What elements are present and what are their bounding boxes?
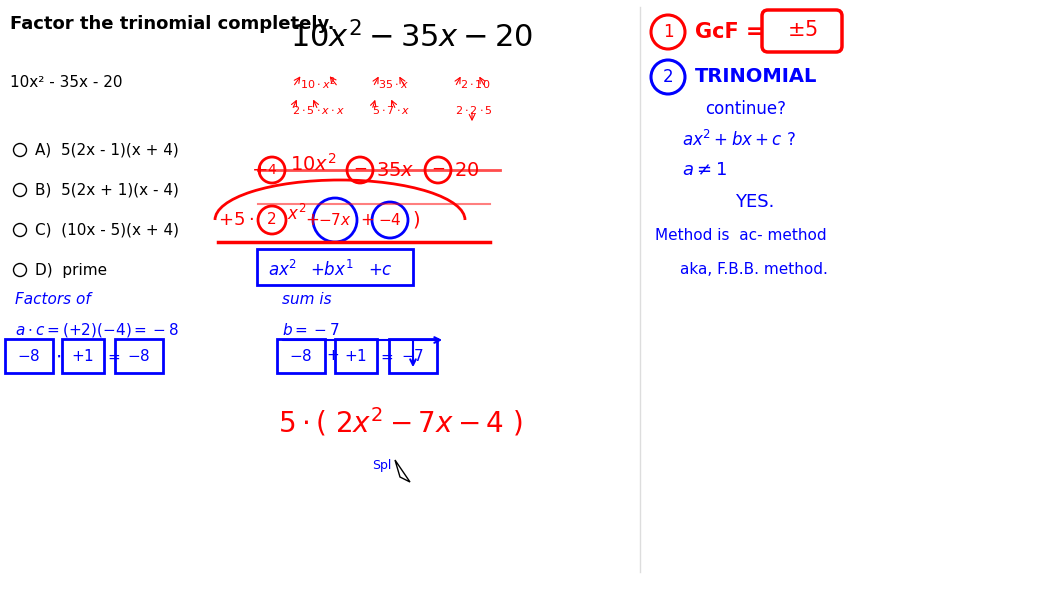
Text: 1: 1: [663, 23, 674, 41]
Text: $a \cdot c = (+2)(-4) = -8$: $a \cdot c = (+2)(-4) = -8$: [15, 321, 180, 339]
Text: $35 \cdot x$: $35 \cdot x$: [378, 78, 409, 90]
Text: $\pm 5$: $\pm 5$: [787, 20, 817, 40]
Text: $=$: $=$: [378, 349, 394, 363]
Text: $10 \cdot x^2$: $10 \cdot x^2$: [300, 76, 335, 92]
Text: Factors of: Factors of: [15, 292, 91, 307]
Text: B)  5(2x + 1)(x - 4): B) 5(2x + 1)(x - 4): [35, 182, 178, 198]
Text: $ax^2 + bx + c$ ?: $ax^2 + bx + c$ ?: [682, 130, 796, 150]
Text: $)$: $)$: [412, 210, 420, 230]
Text: $+ c$: $+ c$: [367, 261, 393, 279]
Text: $+1$: $+1$: [72, 348, 95, 364]
Text: $a \neq 1$: $a \neq 1$: [682, 161, 727, 179]
Text: $-8$: $-8$: [289, 348, 313, 364]
Text: $+$: $+$: [305, 211, 319, 229]
Text: $+5 \cdot$: $+5 \cdot$: [218, 211, 253, 229]
Text: $-8$: $-8$: [17, 348, 41, 364]
Text: $35x$: $35x$: [376, 160, 415, 179]
Text: 2: 2: [663, 68, 674, 86]
Text: $+1$: $+1$: [344, 348, 367, 364]
Text: 4: 4: [267, 163, 277, 177]
Text: $-$: $-$: [353, 159, 367, 177]
Text: $+ bx^1$: $+ bx^1$: [310, 260, 354, 280]
Text: $b = -7$: $b = -7$: [282, 322, 339, 338]
Text: $10x^2$: $10x^2$: [290, 153, 337, 175]
Text: +: +: [252, 160, 268, 179]
Text: $+$: $+$: [360, 211, 374, 229]
Text: $\cdot$: $\cdot$: [55, 346, 61, 365]
Text: $x^2$: $x^2$: [287, 204, 306, 224]
Text: $-7$: $-7$: [401, 348, 425, 364]
Text: D)  prime: D) prime: [35, 262, 107, 278]
Text: $5 \cdot 7 \cdot x$: $5 \cdot 7 \cdot x$: [372, 104, 411, 116]
Text: $2 \cdot 2 \cdot 5$: $2 \cdot 2 \cdot 5$: [455, 104, 493, 116]
Text: $ax^2$: $ax^2$: [268, 260, 297, 280]
Text: C)  (10x - 5)(x + 4): C) (10x - 5)(x + 4): [35, 223, 180, 237]
Text: $20$: $20$: [454, 160, 479, 179]
Text: aka, F.B.B. method.: aka, F.B.B. method.: [680, 262, 828, 278]
Text: Spl: Spl: [372, 459, 392, 472]
Text: 10x² - 35x - 20: 10x² - 35x - 20: [10, 75, 122, 89]
Text: 2: 2: [267, 213, 277, 227]
Text: Factor the trinomial completely.: Factor the trinomial completely.: [10, 15, 335, 33]
Text: $10x^2 - 35x - 20$: $10x^2 - 35x - 20$: [290, 21, 533, 53]
Text: GcF =: GcF =: [695, 22, 763, 42]
Text: YES.: YES.: [735, 193, 774, 211]
Text: $-4$: $-4$: [378, 212, 401, 228]
Text: continue?: continue?: [705, 100, 786, 118]
Text: A)  5(2x - 1)(x + 4): A) 5(2x - 1)(x + 4): [35, 143, 178, 157]
Text: Method is  ac- method: Method is ac- method: [655, 227, 827, 243]
Text: $-8$: $-8$: [128, 348, 151, 364]
Text: $=$: $=$: [105, 349, 121, 363]
Text: $+$: $+$: [326, 349, 339, 363]
Text: $2 \cdot 10$: $2 \cdot 10$: [460, 78, 490, 90]
Text: $2 \cdot 5 \cdot x \cdot x$: $2 \cdot 5 \cdot x \cdot x$: [293, 104, 345, 116]
Text: $-$: $-$: [431, 159, 445, 177]
Text: sum is: sum is: [282, 292, 332, 307]
Text: TRINOMIAL: TRINOMIAL: [695, 67, 817, 86]
Text: $5 \cdot (\ 2x^2 - 7x - 4\ )$: $5 \cdot (\ 2x^2 - 7x - 4\ )$: [278, 406, 523, 439]
Text: $-7x$: $-7x$: [318, 212, 352, 228]
